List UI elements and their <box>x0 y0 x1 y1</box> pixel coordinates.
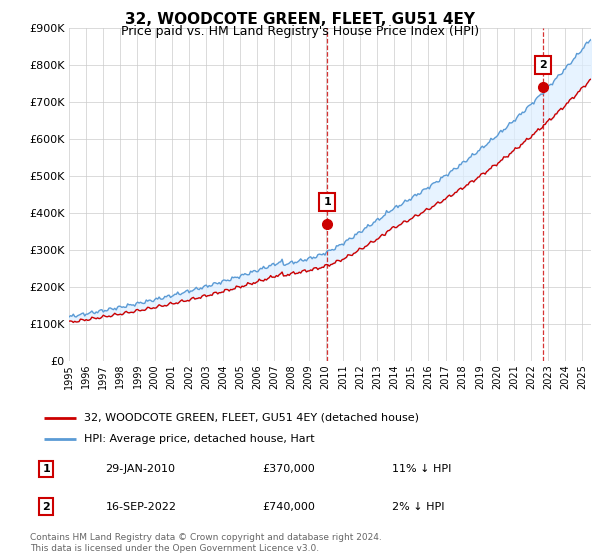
Text: 1: 1 <box>43 464 50 474</box>
Text: 11% ↓ HPI: 11% ↓ HPI <box>392 464 451 474</box>
Text: 29-JAN-2010: 29-JAN-2010 <box>106 464 176 474</box>
Text: 2% ↓ HPI: 2% ↓ HPI <box>392 502 444 511</box>
Text: Contains HM Land Registry data © Crown copyright and database right 2024.
This d: Contains HM Land Registry data © Crown c… <box>30 533 382 553</box>
Text: Price paid vs. HM Land Registry's House Price Index (HPI): Price paid vs. HM Land Registry's House … <box>121 25 479 38</box>
Text: HPI: Average price, detached house, Hart: HPI: Average price, detached house, Hart <box>84 435 314 444</box>
Text: 2: 2 <box>539 60 547 70</box>
Text: 2: 2 <box>43 502 50 511</box>
Text: 1: 1 <box>323 197 331 207</box>
Text: 32, WOODCOTE GREEN, FLEET, GU51 4EY: 32, WOODCOTE GREEN, FLEET, GU51 4EY <box>125 12 475 27</box>
Text: £370,000: £370,000 <box>262 464 315 474</box>
Text: 32, WOODCOTE GREEN, FLEET, GU51 4EY (detached house): 32, WOODCOTE GREEN, FLEET, GU51 4EY (det… <box>84 413 419 423</box>
Text: 16-SEP-2022: 16-SEP-2022 <box>106 502 176 511</box>
Text: £740,000: £740,000 <box>262 502 315 511</box>
